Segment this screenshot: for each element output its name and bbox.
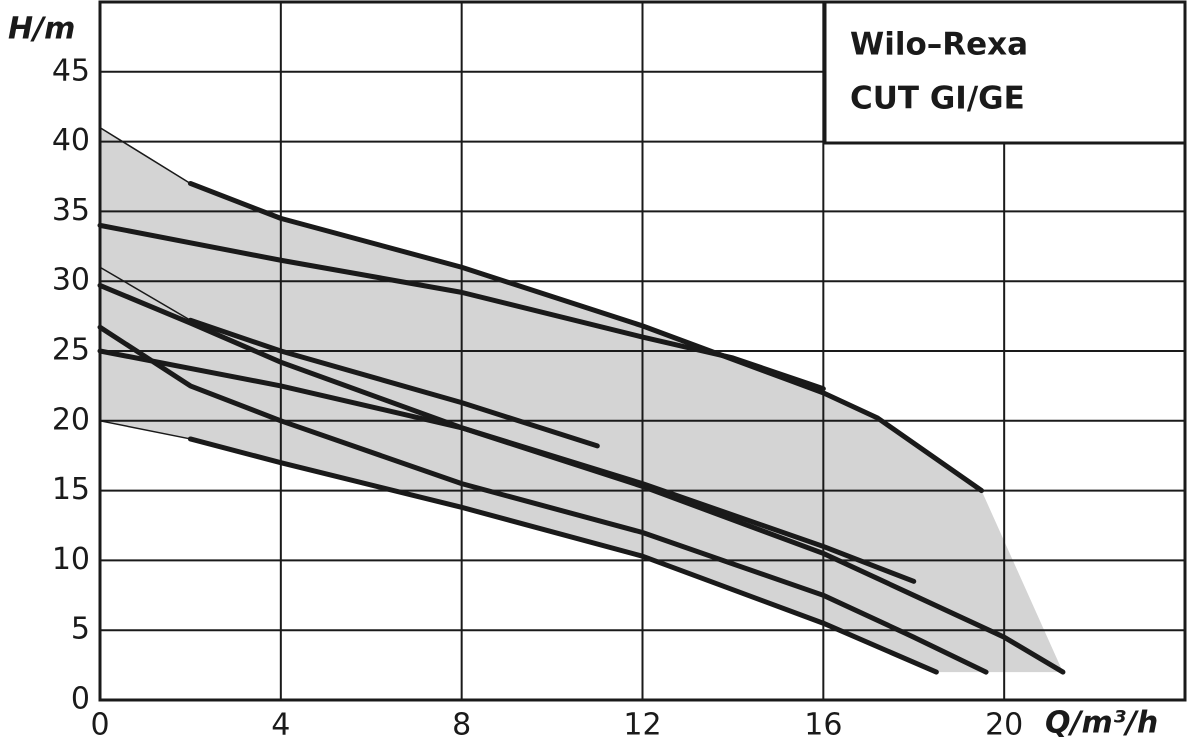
- plot-frame: [98, 0, 1187, 702]
- pump-curve: [187, 436, 939, 675]
- title-box: [823, 0, 1187, 145]
- pump-curve: [99, 420, 192, 440]
- x-tick-label: 8: [452, 708, 471, 743]
- y-tick-label: 30: [52, 263, 90, 298]
- pump-curve: [187, 317, 600, 449]
- x-tick-label: 12: [623, 708, 661, 743]
- pump-curve: [97, 324, 989, 675]
- operating-area: [100, 127, 1063, 673]
- y-tick-label: 15: [52, 472, 90, 507]
- pump-curve: [99, 126, 192, 185]
- pump-curve: [99, 266, 192, 322]
- x-tick-label: 20: [985, 708, 1023, 743]
- x-tick-label: 0: [90, 708, 109, 743]
- pump-curve: [97, 348, 1066, 675]
- x-axis-label: Q/m³/h: [1045, 706, 1158, 741]
- y-tick-label: 10: [52, 542, 90, 577]
- chart-title: Wilo–Rexa: [850, 27, 1028, 63]
- y-axis-label: H/m: [8, 12, 75, 47]
- y-tick-label: 35: [52, 193, 90, 228]
- y-tick-label: 40: [52, 123, 90, 158]
- pump-curve: [97, 222, 826, 392]
- chart-title: CUT GI/GE: [850, 81, 1025, 117]
- pump-curve: [187, 180, 985, 494]
- y-tick-label: 0: [71, 682, 90, 717]
- x-tick-label: 4: [271, 708, 290, 743]
- y-tick-label: 45: [52, 53, 90, 88]
- y-tick-label: 25: [52, 333, 90, 368]
- x-tick-label: 16: [804, 708, 842, 743]
- y-tick-label: 20: [52, 402, 90, 437]
- y-tick-label: 5: [71, 612, 90, 647]
